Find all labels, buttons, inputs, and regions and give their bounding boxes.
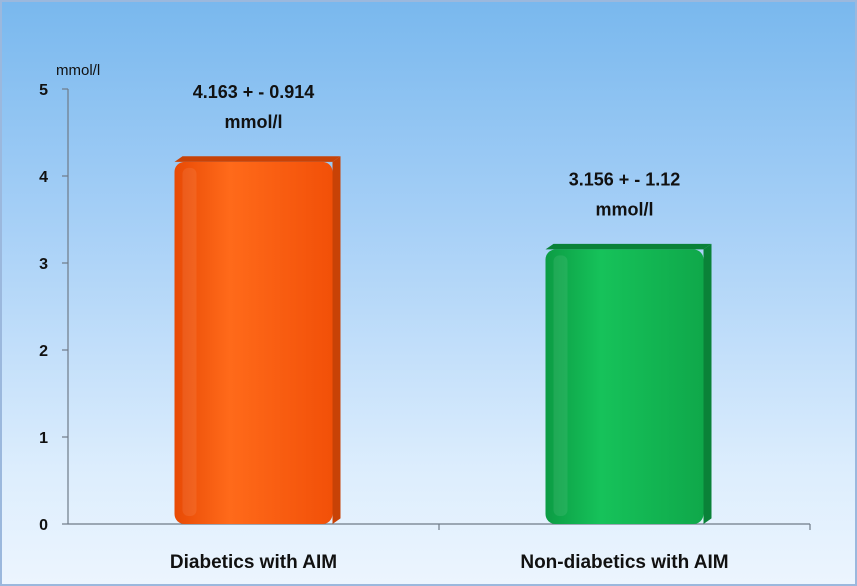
bar-2	[545, 243, 712, 525]
bar-highlight	[182, 167, 197, 516]
bar-top-face	[545, 243, 712, 250]
data-label: mmol/l	[224, 112, 282, 132]
y-tick-label: 5	[39, 82, 48, 99]
y-tick-label: 4	[39, 169, 48, 186]
x-category-label: Non-diabetics with AIM	[520, 552, 728, 573]
x-category-label: Diabetics with AIM	[170, 552, 337, 573]
y-tick-label: 3	[39, 256, 48, 273]
bar-top-face	[174, 156, 341, 162]
bar-highlight	[553, 255, 568, 517]
y-tick-label: 2	[39, 343, 48, 360]
data-label: mmol/l	[595, 199, 653, 219]
bar-side-face	[703, 243, 712, 524]
y-tick-label: 0	[39, 517, 48, 534]
bar-1	[174, 156, 341, 524]
bar-side-face	[332, 156, 341, 524]
data-label: 3.156 + - 1.12	[569, 169, 681, 189]
data-label: 4.163 + - 0.914	[193, 82, 315, 102]
y-unit-label: mmol/l	[56, 62, 100, 79]
bar-front-face	[174, 161, 333, 524]
bar-front-face	[545, 249, 704, 525]
y-tick-label: 1	[39, 430, 48, 447]
